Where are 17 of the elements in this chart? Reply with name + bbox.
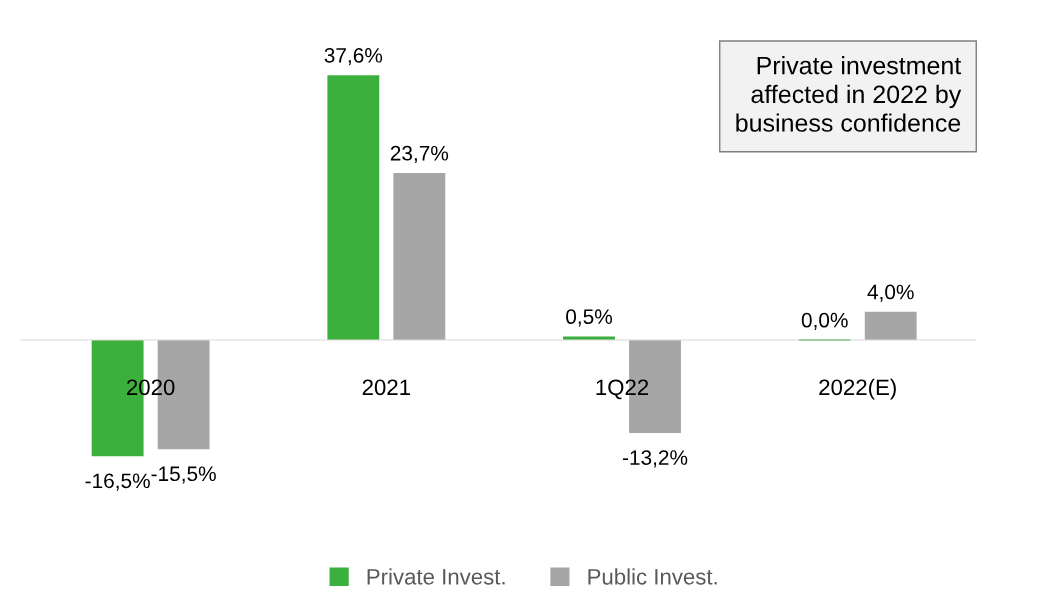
x-tick-label: 2022(E) <box>819 378 896 400</box>
data-label: -15,5% <box>151 466 216 484</box>
data-label: 23,7% <box>390 145 449 164</box>
annotation: Private investment affected in 2022 by business confidence <box>736 56 962 132</box>
data-label: 0,5% <box>566 309 613 327</box>
bar <box>393 173 446 340</box>
data-label: 4,0% <box>867 284 914 302</box>
data-label: 37,6% <box>324 47 383 66</box>
data-label: 0,0% <box>801 312 848 330</box>
data-label: -16,5% <box>85 473 150 491</box>
legend-label: Private Invest. <box>367 568 505 585</box>
bar <box>327 75 380 340</box>
bar <box>864 311 917 340</box>
legend-label: Public Invest. <box>588 568 717 585</box>
data-label: -13,2% <box>622 450 688 468</box>
x-tick-label: 1Q22 <box>596 379 649 400</box>
x-tick-label: 2021 <box>362 379 410 396</box>
